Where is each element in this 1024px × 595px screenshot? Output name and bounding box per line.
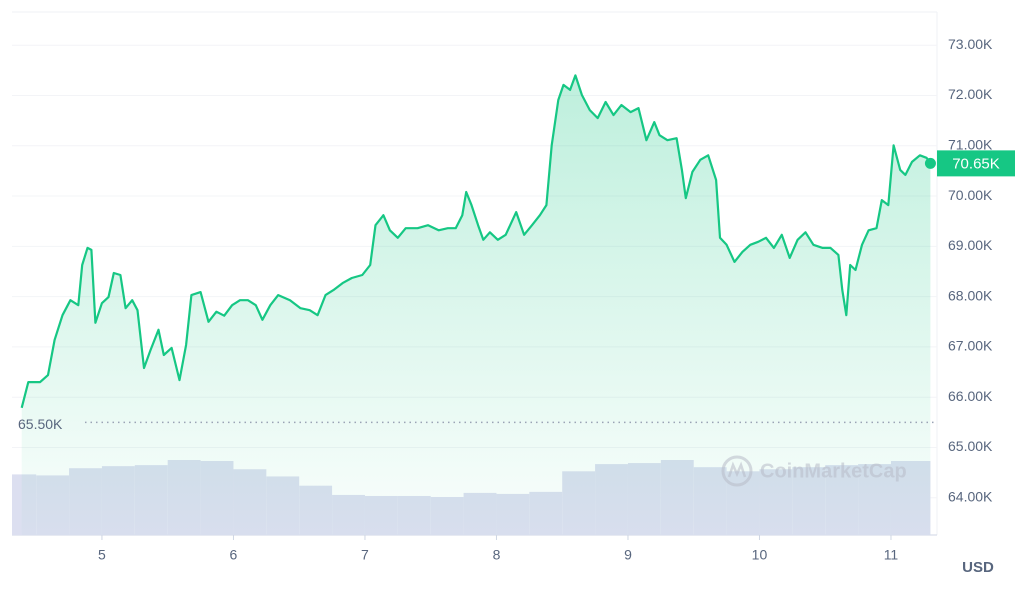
- x-tick-label: 10: [752, 547, 768, 563]
- watermark: CoinMarketCap: [721, 455, 907, 487]
- last-price-badge: [937, 150, 1015, 177]
- x-tick-label: 7: [361, 547, 369, 563]
- x-tick-label: 6: [230, 547, 238, 563]
- x-tick-label: 11: [884, 547, 899, 563]
- last-price-label: 70.65K: [952, 155, 1000, 172]
- y-tick-label: 73.00K: [948, 36, 993, 52]
- price-area: [21, 75, 931, 536]
- y-tick-label: 64.00K: [948, 488, 993, 504]
- y-tick-label: 68.00K: [948, 287, 993, 303]
- y-tick-label: 71.00K: [948, 136, 993, 152]
- y-tick-label: 72.00K: [948, 86, 993, 102]
- reference-label: 65.50K: [18, 416, 63, 432]
- last-point: [924, 157, 936, 169]
- watermark-text: CoinMarketCap: [760, 460, 907, 482]
- y-tick-label: 67.00K: [948, 338, 993, 354]
- y-tick-label: 66.00K: [948, 388, 993, 404]
- plot: 65.50K 70.65K: [18, 74, 1015, 536]
- x-tick-label: 5: [98, 547, 106, 563]
- x-tick-label: 8: [493, 547, 501, 563]
- y-tick-label: 69.00K: [948, 237, 993, 253]
- watermark-logo: [721, 455, 753, 487]
- x-tick-label: 9: [624, 547, 632, 563]
- watermark-logo: [727, 461, 747, 478]
- y-tick-label: 70.00K: [948, 187, 993, 203]
- y-tick-label: 65.00K: [948, 438, 993, 454]
- price-line: [20, 74, 932, 409]
- currency-label: USD: [962, 559, 994, 576]
